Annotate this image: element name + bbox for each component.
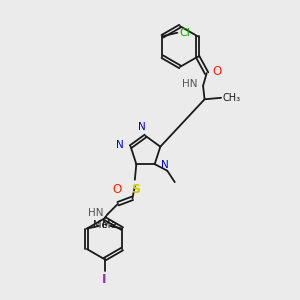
Text: HN: HN [88,208,104,218]
Text: I: I [102,273,107,286]
Text: N: N [138,122,146,132]
Text: Me: Me [102,220,116,230]
Text: O: O [112,183,121,196]
Text: HN: HN [182,79,198,89]
Text: S: S [131,183,140,196]
Text: CH₃: CH₃ [223,93,241,103]
Text: N: N [161,160,168,170]
Text: N: N [116,140,124,150]
Text: O: O [212,65,221,78]
Text: Me: Me [93,220,107,230]
Text: Cl: Cl [179,28,190,38]
